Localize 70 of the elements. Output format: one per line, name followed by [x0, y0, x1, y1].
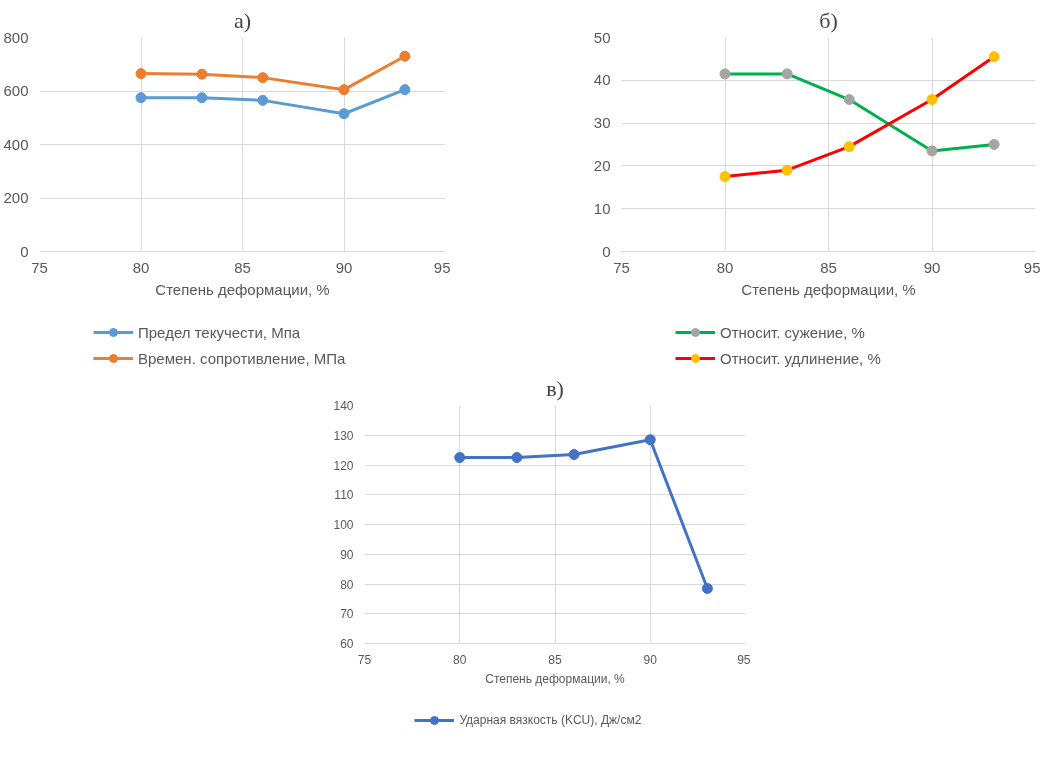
legend-label: Относит. сужение, %	[720, 323, 865, 341]
y-tick-label: 90	[340, 547, 354, 562]
point	[196, 92, 208, 104]
legend-label: Ударная вязкость (KCU), Дж/см2	[459, 713, 642, 727]
y-tick-label: 10	[593, 199, 611, 217]
point	[399, 84, 411, 96]
y-tick-label: 60	[340, 637, 354, 651]
x-tick-label: 80	[132, 258, 150, 276]
y-tick-label: 50	[593, 28, 611, 46]
y-tick-label: 30	[593, 114, 611, 132]
x-tick-label: 80	[453, 652, 467, 667]
x-tick-label: 85	[548, 652, 562, 667]
point	[988, 139, 1000, 150]
legend-label: Относит. удлинение, %	[720, 349, 881, 367]
y-tick-label: 200	[3, 189, 29, 206]
x-tick-label: 85	[234, 258, 251, 276]
point	[338, 84, 350, 96]
point	[926, 145, 938, 157]
y-tick-label: 800	[3, 28, 29, 46]
point	[257, 94, 269, 106]
x-tick-label: 90	[923, 258, 941, 276]
y-tick-label: 110	[334, 488, 354, 503]
x-tick-label: 75	[31, 258, 48, 276]
point	[644, 434, 656, 446]
chart-title: в)	[546, 375, 564, 401]
x-tick-label: 85	[820, 258, 837, 276]
x-tick-label: 75	[613, 258, 630, 276]
y-tick-label: 80	[340, 577, 354, 592]
point	[926, 94, 938, 106]
x-axis-title: Степень деформации, %	[741, 280, 916, 298]
y-tick-label: 120	[333, 458, 354, 473]
point	[135, 68, 147, 80]
y-tick-label: 400	[3, 135, 29, 153]
x-tick-label: 90	[643, 652, 658, 667]
x-tick-label: 95	[737, 652, 751, 667]
y-tick-label: 130	[333, 428, 354, 443]
point	[454, 452, 466, 464]
legend-label: Предел текучести, Мпа	[138, 323, 301, 341]
x-axis-title: Степень деформации, %	[155, 280, 330, 298]
point	[135, 92, 147, 104]
x-axis-title: Степень деформации, %	[485, 671, 626, 686]
y-tick-label: 0	[602, 242, 611, 260]
point	[338, 108, 350, 120]
point	[719, 68, 731, 80]
x-tick-label: 95	[1023, 258, 1041, 276]
point	[701, 582, 713, 594]
point	[781, 164, 793, 176]
point	[843, 94, 855, 106]
x-tick-label: 80	[716, 258, 734, 276]
point	[257, 72, 269, 84]
y-tick-label: 600	[3, 82, 29, 99]
point	[781, 68, 793, 80]
point	[568, 449, 580, 461]
y-tick-label: 0	[20, 242, 29, 260]
point	[843, 141, 855, 153]
x-tick-label: 75	[357, 652, 372, 667]
point	[988, 51, 1000, 63]
chart-title: б)	[819, 7, 838, 33]
y-tick-label: 100	[333, 518, 354, 532]
chart-title: а)	[233, 7, 252, 33]
point	[399, 50, 411, 62]
y-tick-label: 40	[593, 71, 611, 89]
legend-label: Времен. сопротивление, МПа	[138, 349, 346, 367]
point	[196, 68, 208, 80]
y-tick-label: 70	[340, 607, 354, 622]
x-tick-label: 95	[433, 258, 451, 276]
y-tick-label: 20	[593, 156, 611, 174]
y-tick-label: 140	[333, 399, 354, 413]
point	[511, 452, 523, 464]
point	[719, 171, 731, 183]
